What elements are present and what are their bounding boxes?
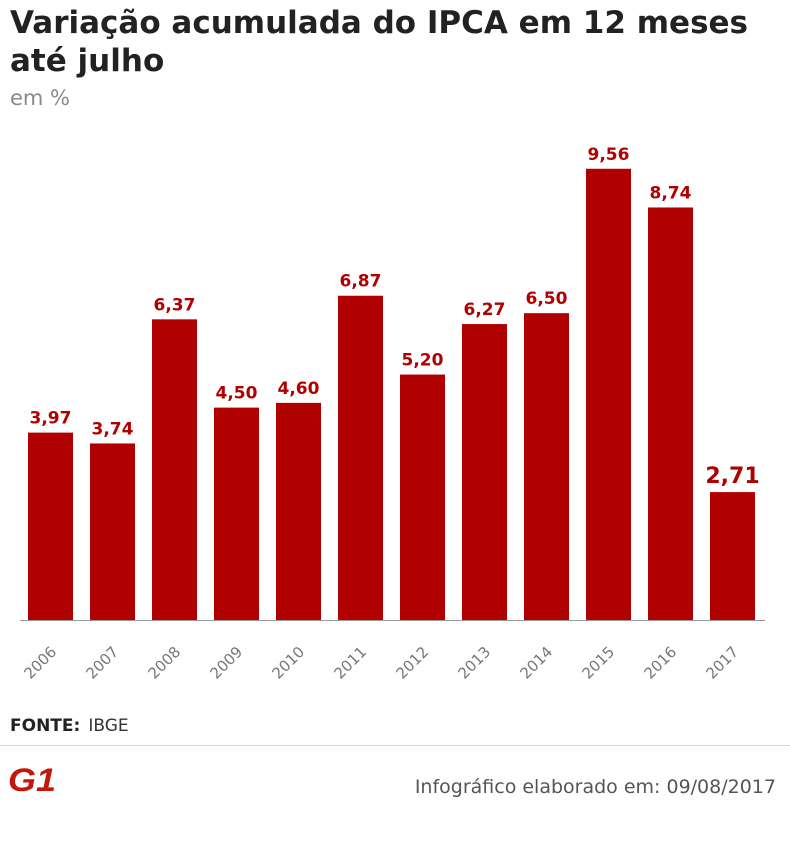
x-tick-2016: 2016 bbox=[641, 643, 681, 683]
x-tick-2015: 2015 bbox=[579, 643, 619, 683]
source-value: IBGE bbox=[88, 716, 129, 736]
value-label-2011: 6,87 bbox=[340, 272, 382, 292]
bar-2013 bbox=[462, 324, 507, 620]
bar-2017 bbox=[710, 492, 755, 620]
chart-title: Variação acumulada do IPCA em 12 meses a… bbox=[10, 5, 748, 79]
source-label: FONTE: bbox=[10, 716, 81, 736]
value-label-2016: 8,74 bbox=[650, 183, 692, 203]
value-label-2013: 6,27 bbox=[464, 300, 506, 320]
x-tick-2007: 2007 bbox=[83, 643, 123, 683]
svg-text:G1: G1 bbox=[8, 762, 56, 796]
footer-divider bbox=[0, 745, 790, 746]
bar-2007 bbox=[90, 443, 135, 620]
bar-2011 bbox=[338, 295, 383, 620]
bar-2009 bbox=[214, 407, 259, 620]
x-tick-2006: 2006 bbox=[21, 643, 61, 683]
x-tick-2013: 2013 bbox=[455, 643, 495, 683]
infographic-credit: Infográfico elaborado em: 09/08/2017 bbox=[414, 776, 776, 798]
x-tick-2008: 2008 bbox=[145, 643, 185, 683]
value-label-2014: 6,50 bbox=[526, 289, 568, 309]
x-tick-2009: 2009 bbox=[207, 643, 247, 683]
bar-2014 bbox=[524, 313, 569, 620]
x-tick-2017: 2017 bbox=[703, 643, 743, 683]
value-label-2006: 3,97 bbox=[30, 409, 72, 429]
bar-2006 bbox=[28, 432, 73, 620]
g1-logo: G1 bbox=[8, 762, 56, 796]
chart-subtitle: em % bbox=[10, 86, 71, 110]
value-label-2009: 4,50 bbox=[216, 384, 258, 404]
bar-2008 bbox=[152, 319, 197, 620]
bar-2012 bbox=[400, 374, 445, 620]
x-tick-2011: 2011 bbox=[331, 643, 371, 683]
value-label-2007: 3,74 bbox=[92, 419, 134, 439]
bar-2010 bbox=[276, 402, 321, 620]
x-tick-2010: 2010 bbox=[269, 643, 309, 683]
value-label-2008: 6,37 bbox=[154, 295, 196, 315]
x-tick-2012: 2012 bbox=[393, 643, 433, 683]
bar-chart: 3,97 2006 3,74 2007 6,37 2008 4,50 2009 4,60 2010… bbox=[20, 145, 765, 683]
bar-2015 bbox=[586, 168, 631, 620]
value-label-2015: 9,56 bbox=[588, 145, 630, 165]
bar-2016 bbox=[648, 207, 693, 621]
value-label-2017: 2,71 bbox=[705, 464, 759, 489]
value-label-2012: 5,20 bbox=[402, 351, 444, 371]
value-label-2010: 4,60 bbox=[278, 379, 320, 399]
source-note: FONTE: IBGE bbox=[10, 716, 129, 736]
x-tick-2014: 2014 bbox=[517, 643, 557, 683]
